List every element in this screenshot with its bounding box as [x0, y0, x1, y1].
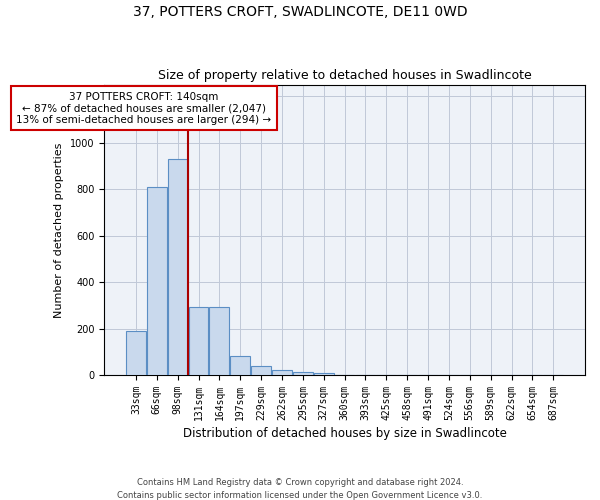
Text: Contains HM Land Registry data © Crown copyright and database right 2024.
Contai: Contains HM Land Registry data © Crown c… — [118, 478, 482, 500]
Bar — [314, 373, 334, 375]
Bar — [251, 366, 271, 375]
Bar — [209, 306, 229, 375]
Bar — [168, 159, 188, 375]
Text: 37 POTTERS CROFT: 140sqm
← 87% of detached houses are smaller (2,047)
13% of sem: 37 POTTERS CROFT: 140sqm ← 87% of detach… — [16, 92, 271, 124]
Bar — [230, 356, 250, 375]
Bar — [147, 187, 167, 375]
X-axis label: Distribution of detached houses by size in Swadlincote: Distribution of detached houses by size … — [182, 427, 506, 440]
Bar — [272, 370, 292, 375]
Bar — [293, 372, 313, 375]
Bar — [188, 306, 208, 375]
Text: 37, POTTERS CROFT, SWADLINCOTE, DE11 0WD: 37, POTTERS CROFT, SWADLINCOTE, DE11 0WD — [133, 5, 467, 19]
Bar — [126, 331, 146, 375]
Y-axis label: Number of detached properties: Number of detached properties — [54, 142, 64, 318]
Title: Size of property relative to detached houses in Swadlincote: Size of property relative to detached ho… — [158, 69, 532, 82]
